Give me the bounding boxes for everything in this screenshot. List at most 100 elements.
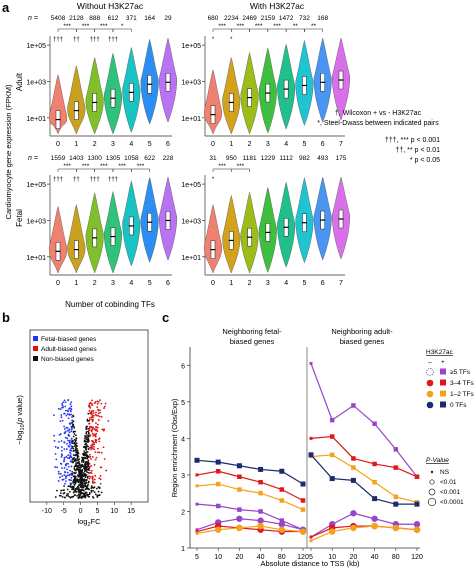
sig-label: ** <box>293 23 299 30</box>
volcano-point <box>95 456 98 459</box>
volcano-point <box>87 427 90 430</box>
volcano-point <box>76 448 78 450</box>
volcano-point <box>91 447 94 450</box>
volcano-point <box>72 439 74 442</box>
volcano-point <box>87 435 89 438</box>
volcano-point <box>73 483 76 486</box>
volcano-point <box>61 496 64 498</box>
category-label: 6 <box>166 141 170 148</box>
chart-point <box>351 465 356 470</box>
volcano-point <box>74 454 77 457</box>
volcano-point <box>57 480 60 482</box>
volcano-point <box>81 469 83 472</box>
col-title-without: Without H3K27ac <box>77 1 144 11</box>
chart-point <box>329 452 335 458</box>
chart-point <box>372 479 377 485</box>
row-label-fetal: Fetal <box>15 209 24 227</box>
n-value: 982 <box>299 155 310 162</box>
volcano-point <box>74 442 76 445</box>
legend-adult: Adult-biased genes <box>41 346 97 353</box>
chart-point <box>300 498 306 503</box>
volcano-point <box>82 461 85 463</box>
volcano-point <box>96 402 99 405</box>
chart-ytick-label: 4 <box>181 436 185 443</box>
legend-swatch-nonbiased <box>33 356 38 361</box>
volcano-point <box>95 429 98 432</box>
legend-swatch-adult <box>33 346 38 351</box>
legend-line-2: *, Steel-Dwass between indicated pairs <box>317 120 439 127</box>
volcano-point <box>61 419 64 422</box>
volcano-xtick-label: -10 <box>42 508 52 515</box>
volcano-point <box>89 471 92 474</box>
volcano-point <box>57 470 60 473</box>
volcano-point <box>61 467 63 469</box>
dagger-label: * <box>212 177 215 183</box>
chart-xtick-label: 80 <box>392 554 400 561</box>
volcano-point <box>72 435 75 438</box>
volcano-xtick-label: 15 <box>127 508 135 515</box>
category-label: 3 <box>111 280 115 287</box>
sig-label: *** <box>100 23 108 30</box>
volcano-point <box>87 440 90 443</box>
dagger-label: †† <box>73 37 80 43</box>
volcano-point <box>63 496 66 499</box>
volcano-point <box>72 478 75 481</box>
volcano-point <box>88 477 91 480</box>
volcano-point <box>71 416 73 418</box>
volcano-point <box>79 491 82 494</box>
volcano-point <box>71 495 73 498</box>
volcano-point <box>83 437 86 440</box>
volcano-point <box>89 446 92 449</box>
volcano-point <box>90 458 92 460</box>
volcano-point <box>69 460 72 463</box>
n-value: 1229 <box>261 155 276 162</box>
volcano-points <box>52 398 110 499</box>
n-label: n = <box>28 15 38 22</box>
legend-circle-marker <box>426 368 434 376</box>
volcano-point <box>70 405 73 408</box>
sig-label: *** <box>218 163 226 170</box>
volcano-point <box>84 443 86 446</box>
violin <box>204 203 222 274</box>
volcano-point <box>70 476 73 479</box>
volcano-point <box>97 451 99 454</box>
y-tick-label: 1e+01 <box>26 255 46 262</box>
volcano-point <box>89 453 91 456</box>
volcano-point <box>77 464 80 467</box>
volcano-point <box>70 486 73 489</box>
pvalue-label: NS <box>440 469 450 476</box>
volcano-point <box>78 466 80 469</box>
volcano-point <box>95 426 97 429</box>
legend-square-marker <box>440 379 446 386</box>
volcano-point <box>70 474 73 477</box>
panel-a: Without H3K27ac With H3K27ac Cardiomyocy… <box>4 1 350 309</box>
volcano-point <box>70 401 73 404</box>
volcano-point <box>91 415 94 417</box>
volcano-point <box>98 440 101 443</box>
volcano-point <box>68 490 71 493</box>
chart-point <box>215 459 221 465</box>
chart-series-line <box>310 525 418 542</box>
violin-group-adult-without: 1e+01 1e+03 1e+05 n = 0 5408 1 2128 2 888 3 612 4 371… <box>26 15 178 148</box>
chart-title-right: Neighboring adult- <box>331 327 393 336</box>
volcano-point <box>76 457 79 460</box>
volcano-point <box>99 409 101 412</box>
volcano-point <box>71 425 74 427</box>
category-label: 3 <box>266 141 270 148</box>
n-value: 1559 <box>51 155 66 162</box>
volcano-point <box>60 440 63 442</box>
volcano-point <box>64 436 67 439</box>
chart-point <box>392 524 399 532</box>
volcano-point <box>103 405 106 408</box>
volcano-point <box>81 459 84 462</box>
volcano-frame <box>29 329 149 503</box>
volcano-point <box>71 426 73 429</box>
volcano-point <box>78 461 80 463</box>
volcano-point <box>100 491 103 494</box>
chart-point <box>215 526 222 533</box>
chart-title-left: Neighboring fetal- <box>222 327 282 336</box>
sig-label: * <box>121 23 124 30</box>
volcano-point <box>91 418 93 421</box>
volcano-point <box>60 446 63 448</box>
